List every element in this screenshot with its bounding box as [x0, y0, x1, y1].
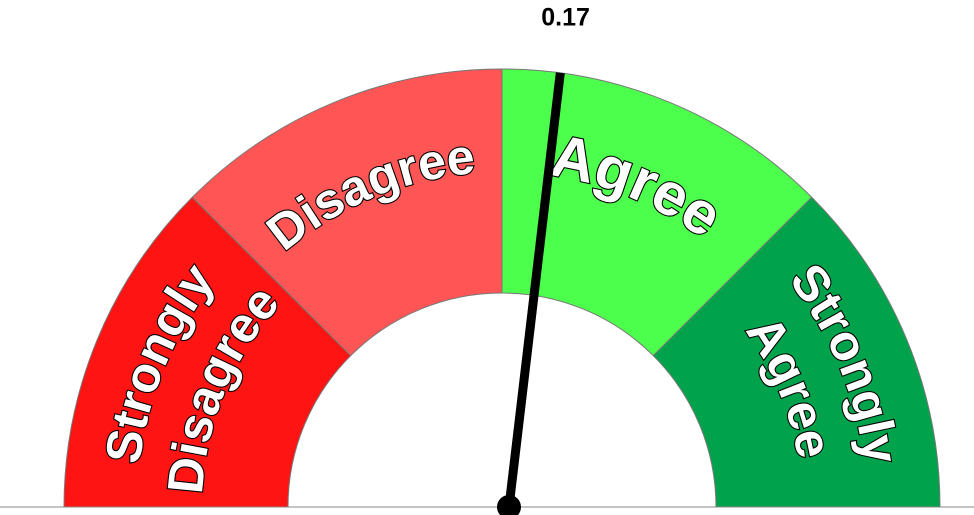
gauge-band [191, 68, 503, 357]
gauge-band [501, 68, 813, 357]
needle [504, 72, 565, 508]
gauge-band [652, 196, 941, 508]
needle-hub [497, 495, 521, 515]
gauge-band [63, 196, 352, 508]
value-label: 0.17 [541, 3, 590, 31]
